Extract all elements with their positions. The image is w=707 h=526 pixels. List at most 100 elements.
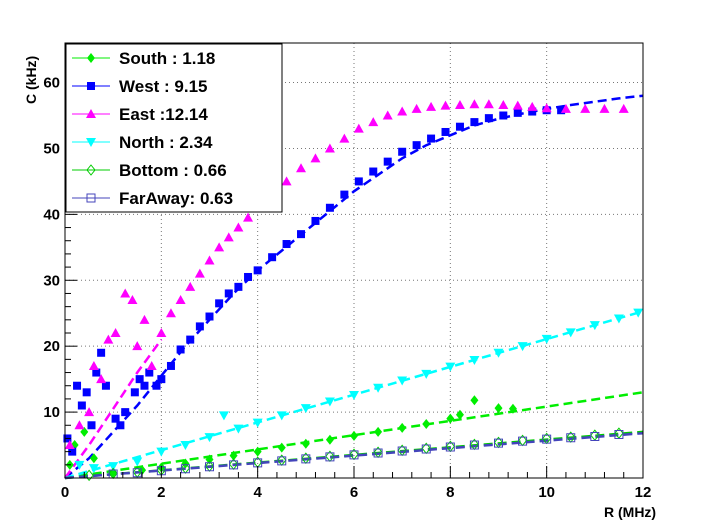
data-point-series-2 (541, 103, 552, 113)
data-point-series-0 (446, 413, 455, 424)
data-point-series-3 (517, 342, 528, 352)
legend-label: North : 2.34 (119, 133, 213, 152)
data-point-series-3 (132, 457, 143, 467)
y-tick-label: 30 (43, 272, 60, 289)
data-point-series-3 (565, 328, 576, 338)
data-point-series-1 (253, 266, 262, 275)
data-point-series-2 (618, 103, 629, 113)
y-tick-label: 60 (43, 75, 60, 92)
data-point-series-5 (469, 440, 479, 450)
data-point-series-0 (508, 403, 517, 414)
data-point-series-2 (204, 255, 215, 265)
legend-marker (86, 138, 96, 147)
data-point-series-1 (145, 368, 154, 377)
data-point-series-2 (368, 117, 379, 127)
x-tick-label: 2 (157, 484, 165, 501)
data-point-series-3 (108, 462, 119, 472)
data-point-series-5 (566, 433, 576, 443)
data-point-series-2 (233, 222, 244, 232)
data-point-series-2 (324, 143, 335, 153)
x-tick-label: 12 (635, 484, 652, 501)
data-point-series-2 (96, 374, 107, 384)
data-point-series-0 (398, 422, 407, 433)
x-tick-label: 4 (253, 484, 262, 501)
x-tick-label: 0 (61, 484, 69, 501)
data-point-series-3 (156, 447, 167, 457)
data-point-series-1 (427, 134, 436, 143)
data-point-series-0 (455, 409, 464, 420)
data-point-series-1 (224, 289, 233, 298)
data-point-series-5 (349, 450, 359, 460)
data-point-series-2 (175, 295, 186, 305)
data-point-series-5 (301, 454, 311, 464)
data-points (63, 99, 644, 482)
data-point-series-2 (498, 99, 509, 109)
data-point-series-3 (373, 383, 384, 393)
data-point-series-2 (440, 100, 451, 110)
data-point-series-2 (88, 360, 99, 370)
data-point-series-0 (277, 442, 286, 453)
data-point-series-3 (276, 411, 287, 421)
data-point-series-2 (599, 103, 610, 113)
data-point-series-1 (282, 240, 291, 249)
data-point-series-1 (513, 108, 522, 117)
data-point-series-3 (252, 418, 263, 428)
data-point-series-2 (527, 101, 538, 111)
data-point-series-3 (300, 404, 311, 414)
data-point-series-2 (223, 232, 234, 242)
data-point-series-2 (382, 110, 393, 120)
data-point-series-1 (166, 361, 175, 370)
data-point-series-0 (325, 434, 334, 445)
legend-box (65, 43, 283, 213)
data-point-series-1 (268, 253, 277, 262)
data-point-series-5 (229, 460, 239, 470)
data-point-series-3 (324, 397, 335, 407)
data-point-series-1 (234, 282, 243, 291)
data-point-series-5 (590, 431, 600, 441)
data-point-series-3 (589, 321, 600, 331)
data-point-series-1 (325, 203, 334, 212)
data-point-series-2 (560, 103, 571, 113)
data-point-series-2 (580, 103, 591, 113)
data-point-series-1 (87, 421, 96, 430)
x-axis-title: R (MHz) (604, 504, 656, 520)
data-point-series-3 (349, 390, 359, 400)
x-tick-label: 10 (538, 484, 555, 501)
data-point-series-1 (398, 147, 407, 156)
data-point-series-2 (103, 334, 114, 344)
data-point-series-1 (140, 381, 149, 390)
data-point-series-2 (483, 99, 494, 109)
legend-marker (86, 109, 96, 118)
data-point-series-0 (138, 465, 147, 476)
data-point-series-1 (77, 401, 86, 410)
data-point-series-1 (195, 322, 204, 331)
data-point-series-1 (157, 375, 166, 384)
data-point-series-1 (369, 167, 378, 176)
data-point-series-1 (111, 414, 120, 423)
data-point-series-1 (176, 345, 185, 354)
data-point-series-3 (493, 348, 504, 358)
data-point-series-1 (383, 157, 392, 166)
data-point-series-1 (470, 118, 479, 127)
data-point-series-5 (325, 452, 335, 462)
legend-label: West : 9.15 (119, 77, 208, 96)
data-point-series-3 (421, 369, 432, 379)
data-point-series-1 (186, 335, 195, 344)
data-point-series-0 (470, 395, 479, 406)
x-tick-label: 8 (446, 484, 454, 501)
data-point-series-4 (84, 469, 94, 482)
data-point-series-5 (132, 468, 142, 478)
legend-label: FarAway: 0.63 (119, 189, 233, 208)
data-point-series-0 (229, 450, 238, 461)
data-point-series-5 (156, 466, 166, 476)
data-point-series-2 (132, 341, 143, 351)
data-point-series-5 (445, 442, 455, 452)
data-point-series-3 (397, 376, 408, 386)
x-tick-label: 6 (350, 484, 358, 501)
data-point-series-1 (152, 381, 161, 390)
y-tick-label: 20 (43, 338, 60, 355)
data-point-series-0 (80, 426, 89, 437)
data-point-series-2 (512, 100, 523, 110)
legend-marker (86, 193, 96, 203)
